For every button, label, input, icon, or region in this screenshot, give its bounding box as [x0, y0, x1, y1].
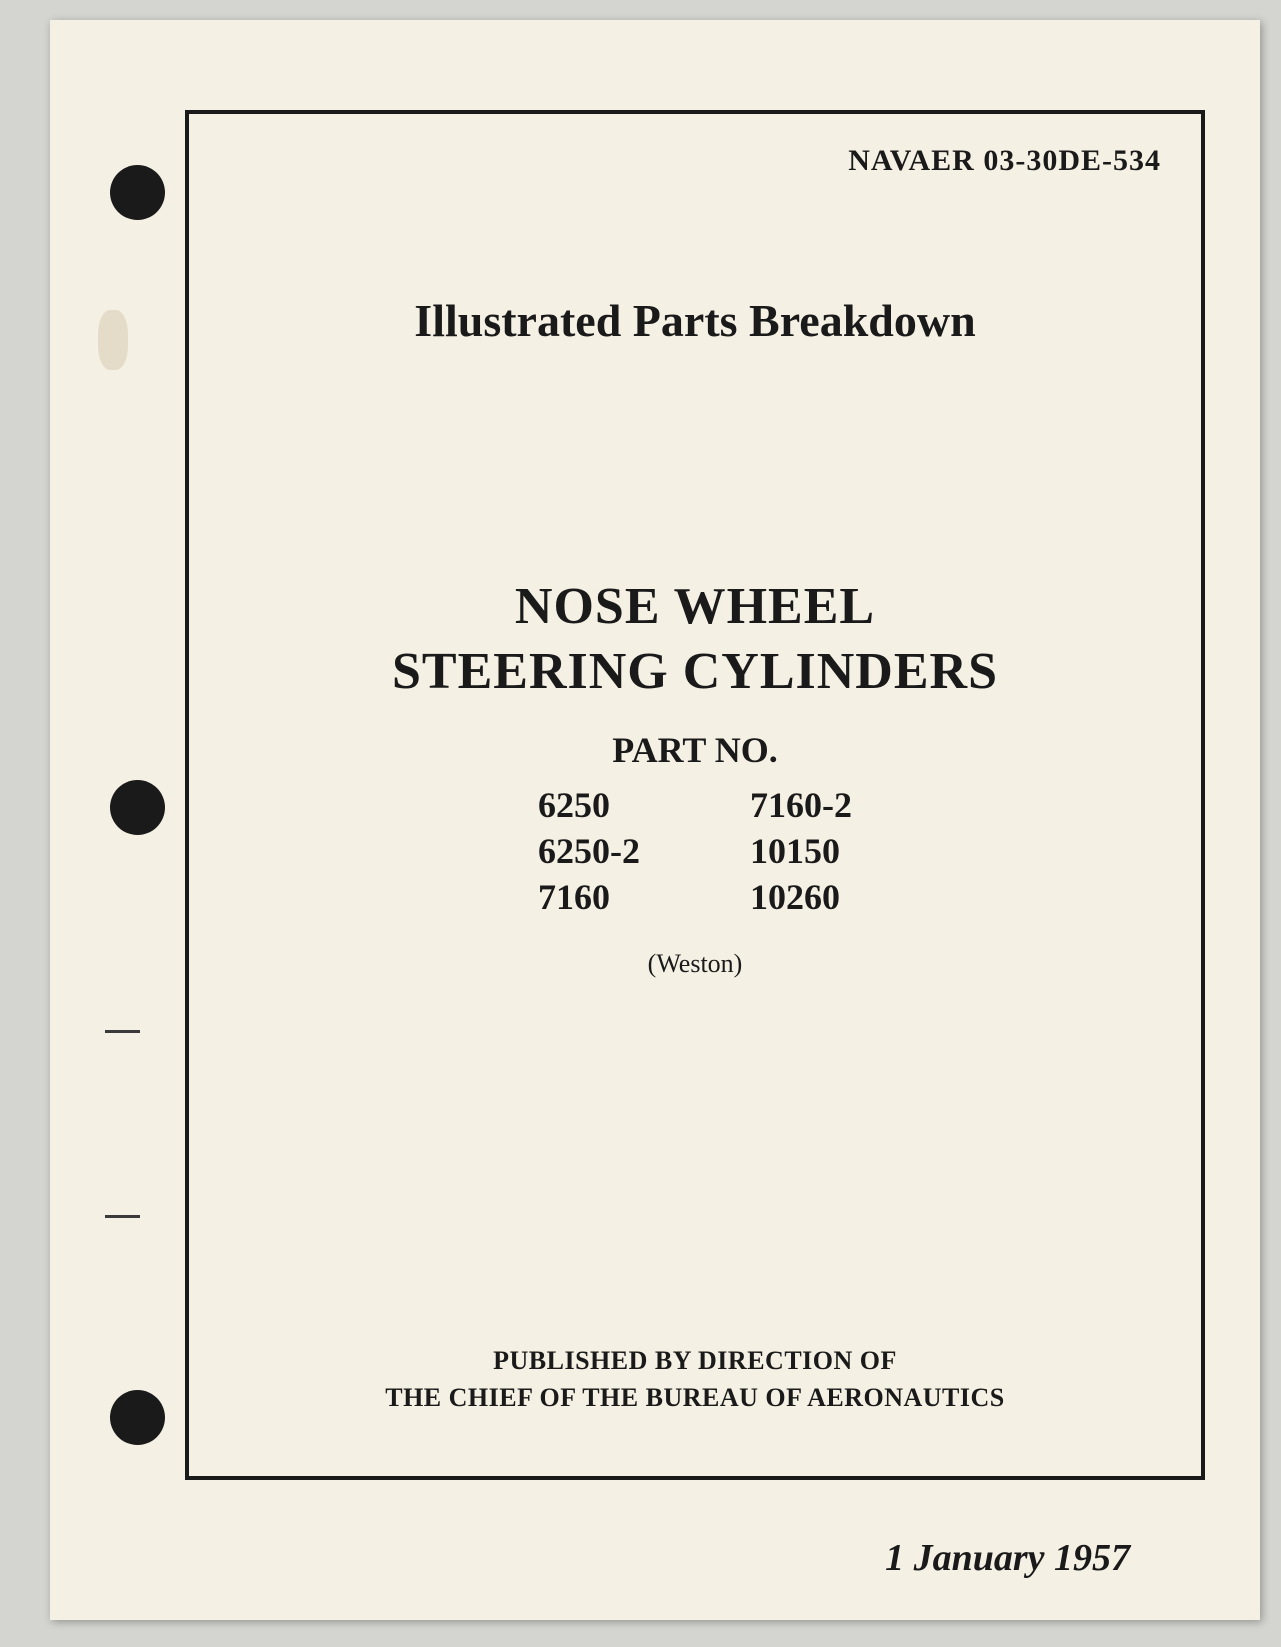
parts-list: 6250 6250-2 7160 7160-2 10150 10260 — [189, 784, 1201, 918]
publication-date: 1 January 1957 — [885, 1536, 1130, 1580]
part-number: 10150 — [750, 830, 852, 872]
part-number: 10260 — [750, 876, 852, 918]
part-number: 7160 — [538, 876, 640, 918]
document-number: NAVAER 03-30DE-534 — [848, 144, 1161, 178]
binder-hole — [110, 780, 165, 835]
publisher-statement: PUBLISHED BY DIRECTION OF THE CHIEF OF T… — [189, 1343, 1201, 1416]
age-stain — [98, 310, 128, 370]
main-title-line-2: STEERING CYLINDERS — [189, 639, 1201, 704]
part-number: 7160-2 — [750, 784, 852, 826]
binder-hole — [110, 1390, 165, 1445]
part-number: 6250 — [538, 784, 640, 826]
breakdown-title: Illustrated Parts Breakdown — [189, 294, 1201, 347]
binder-hole — [110, 165, 165, 220]
content-frame: NAVAER 03-30DE-534 Illustrated Parts Bre… — [185, 110, 1205, 1480]
publisher-line-2: THE CHIEF OF THE BUREAU OF AERONAUTICS — [189, 1380, 1201, 1416]
main-title-line-1: NOSE WHEEL — [189, 574, 1201, 639]
main-title: NOSE WHEEL STEERING CYLINDERS — [189, 574, 1201, 704]
parts-column-right: 7160-2 10150 10260 — [750, 784, 852, 918]
manufacturer-name: (Weston) — [189, 949, 1201, 979]
part-number-label: PART NO. — [189, 729, 1201, 771]
publisher-line-1: PUBLISHED BY DIRECTION OF — [189, 1343, 1201, 1379]
tick-mark — [105, 1215, 140, 1218]
parts-column-left: 6250 6250-2 7160 — [538, 784, 640, 918]
part-number: 6250-2 — [538, 830, 640, 872]
tick-mark — [105, 1030, 140, 1033]
document-page: NAVAER 03-30DE-534 Illustrated Parts Bre… — [50, 20, 1260, 1620]
